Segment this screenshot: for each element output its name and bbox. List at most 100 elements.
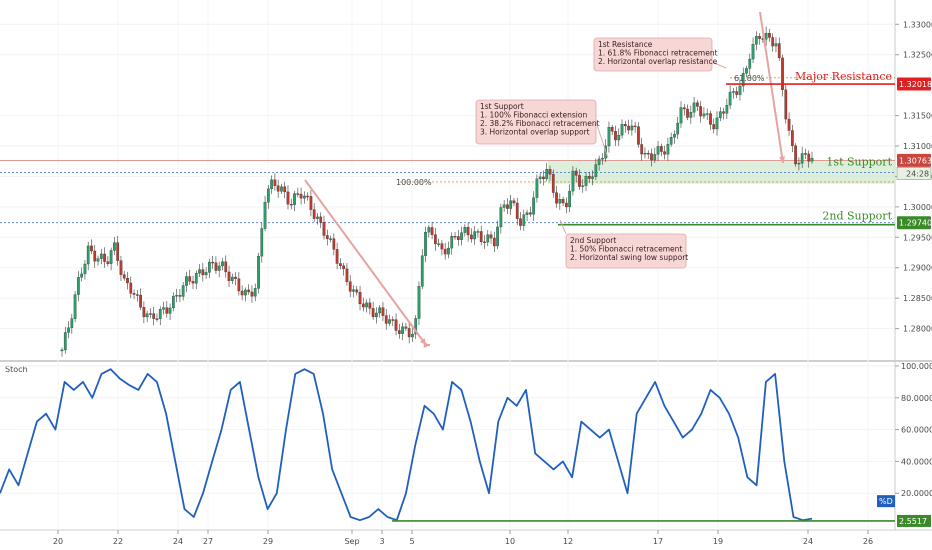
candle-body bbox=[581, 185, 585, 187]
countdown-label: 24:28 bbox=[906, 169, 929, 178]
candle-body bbox=[427, 227, 431, 233]
candle-body bbox=[132, 293, 136, 295]
candle-body bbox=[443, 248, 447, 255]
candle-body bbox=[804, 153, 807, 155]
candle-body bbox=[709, 113, 712, 125]
candle-body bbox=[777, 43, 781, 59]
candle-body bbox=[417, 286, 421, 319]
candle-body bbox=[637, 126, 640, 145]
candle-body bbox=[60, 349, 64, 352]
candle-body bbox=[486, 234, 490, 243]
candle-body bbox=[434, 234, 437, 245]
candle-body bbox=[712, 124, 716, 130]
candle-body bbox=[715, 117, 719, 130]
candle-body bbox=[119, 260, 123, 275]
first-resistance-note-line: 2. Horizontal overlap resistance bbox=[598, 57, 718, 66]
candle-body bbox=[663, 151, 666, 155]
candle-body bbox=[96, 258, 100, 262]
fib-arrow-down-2-head bbox=[779, 156, 786, 163]
candle-body bbox=[103, 253, 106, 262]
time-tick-label: 24 bbox=[173, 537, 183, 546]
candle-body bbox=[276, 185, 280, 192]
candle-body bbox=[659, 146, 663, 152]
candle-body bbox=[781, 57, 784, 90]
first-support-note-line: 1. 100% Fibonacci extension bbox=[480, 111, 587, 120]
candle-body bbox=[630, 125, 634, 131]
stoch-tick-label: 60.0000 bbox=[901, 426, 932, 435]
candle-body bbox=[280, 186, 283, 192]
candle-body bbox=[732, 91, 735, 93]
candle-body bbox=[358, 291, 362, 305]
second-support-note-line: 2. Horizontal swing low support bbox=[570, 253, 688, 262]
candle-body bbox=[345, 268, 349, 282]
candle-body bbox=[692, 102, 696, 113]
candles bbox=[60, 11, 814, 357]
candle-body bbox=[329, 238, 332, 240]
candle-body bbox=[381, 307, 385, 316]
candle-body bbox=[198, 269, 201, 274]
candle-body bbox=[568, 190, 571, 208]
stoch-series-tag bbox=[877, 495, 895, 508]
candle-body bbox=[447, 247, 450, 255]
candle-body bbox=[211, 261, 215, 264]
candle-body bbox=[391, 319, 395, 321]
candle-body bbox=[705, 113, 709, 115]
candle-body bbox=[73, 294, 77, 319]
price-tag-label: 1.32018 bbox=[899, 80, 932, 89]
fib-arrow-tip-head bbox=[423, 341, 430, 349]
candle-body bbox=[217, 265, 221, 271]
fib-100-label: 100.00% bbox=[396, 178, 432, 187]
candle-body bbox=[70, 318, 74, 328]
candle-body bbox=[492, 237, 496, 247]
candle-body bbox=[339, 263, 342, 266]
candle-body bbox=[440, 243, 444, 250]
candle-body bbox=[702, 113, 706, 117]
candle-body bbox=[748, 58, 752, 69]
candle-body bbox=[404, 326, 408, 329]
candle-body bbox=[758, 36, 761, 39]
candle-body bbox=[384, 315, 388, 324]
second-support-note bbox=[565, 233, 687, 269]
candle-body bbox=[728, 91, 732, 106]
candle-body bbox=[116, 242, 120, 261]
time-tick-label: 3 bbox=[379, 537, 384, 546]
candle-body bbox=[666, 144, 670, 155]
candle-body bbox=[80, 273, 84, 278]
candle-body bbox=[83, 263, 87, 275]
candle-body bbox=[794, 145, 797, 165]
time-tick-label: 29 bbox=[263, 537, 273, 546]
candle-body bbox=[306, 195, 309, 198]
candle-body bbox=[401, 326, 404, 334]
candle-body bbox=[355, 289, 359, 293]
candle-body bbox=[181, 285, 185, 297]
candle-body bbox=[178, 295, 182, 297]
candle-body bbox=[253, 288, 257, 297]
candle-body bbox=[699, 106, 702, 117]
candle-body bbox=[633, 125, 637, 128]
first-support-note-line: 1st Support bbox=[480, 102, 524, 111]
candle-body bbox=[627, 125, 630, 131]
candle-body bbox=[257, 255, 260, 289]
candle-body bbox=[296, 193, 300, 195]
candle-body bbox=[643, 153, 647, 155]
candle-body bbox=[99, 253, 103, 259]
candle-body bbox=[67, 327, 70, 333]
candle-body bbox=[420, 255, 424, 287]
candle-body bbox=[152, 313, 156, 319]
candle-body bbox=[273, 179, 277, 186]
time-tick-label: 27 bbox=[203, 537, 213, 546]
candle-body bbox=[561, 199, 565, 204]
candle-body bbox=[388, 319, 391, 324]
candle-body bbox=[175, 295, 178, 297]
time-tick-label: 20 bbox=[53, 537, 63, 546]
price-tick-label: 1.31500 bbox=[903, 112, 932, 121]
candle-body bbox=[542, 176, 545, 180]
stoch-title: Stoch bbox=[5, 365, 28, 374]
major-resistance-label: Major Resistance bbox=[795, 70, 892, 83]
price-tag-label: 1.29740 bbox=[899, 219, 932, 228]
candle-body bbox=[483, 241, 486, 244]
candle-body bbox=[676, 122, 680, 135]
candle-body bbox=[810, 157, 814, 162]
candle-body bbox=[607, 127, 611, 147]
second-support-note-line: 2nd Support bbox=[570, 236, 616, 245]
